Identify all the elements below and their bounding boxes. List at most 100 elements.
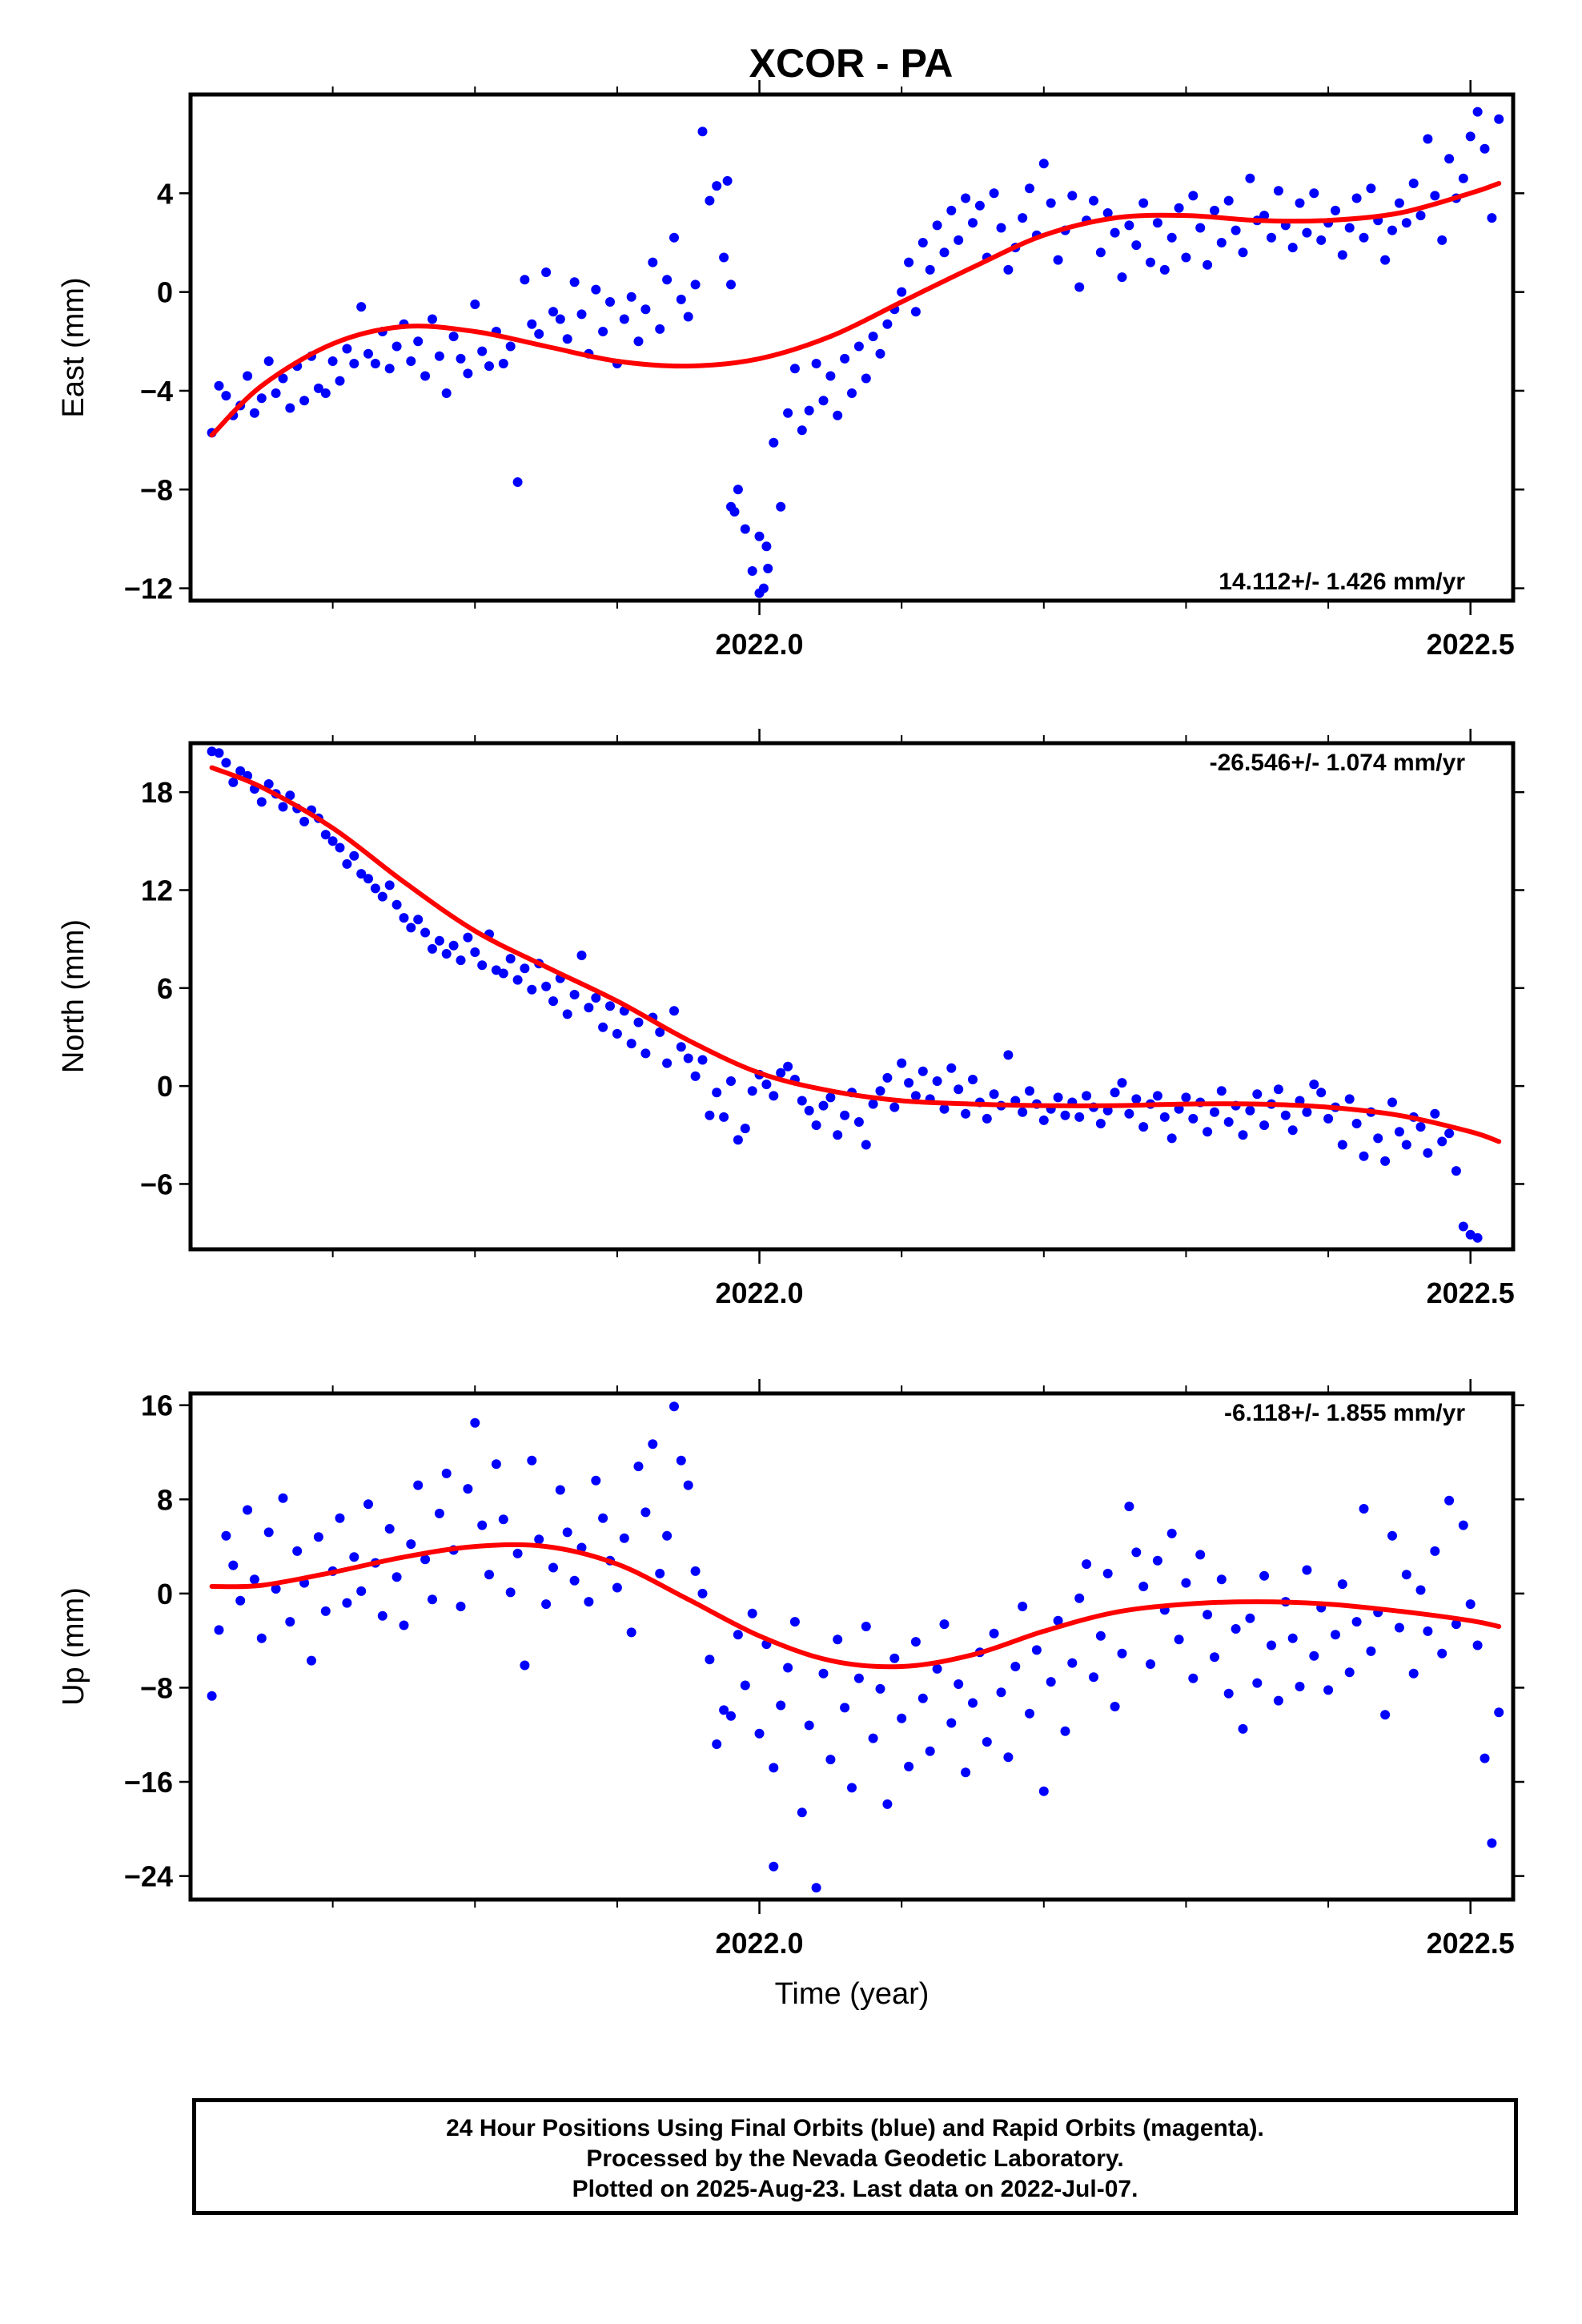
up-xlabel: Time (year) xyxy=(775,1977,930,2011)
north-data-point xyxy=(1302,1107,1312,1117)
north-data-point xyxy=(690,1071,701,1081)
up-data-point xyxy=(470,1417,480,1428)
north-data-point xyxy=(1074,1112,1085,1122)
east-data-point xyxy=(1366,183,1376,194)
north-data-point xyxy=(1018,1107,1028,1117)
up-data-point xyxy=(769,1861,779,1872)
up-data-point xyxy=(1003,1752,1014,1763)
north-data-point xyxy=(320,830,331,840)
up-data-point xyxy=(1181,1578,1191,1588)
up-data-point xyxy=(1046,1677,1056,1687)
east-data-point xyxy=(882,319,893,329)
north-data-point xyxy=(740,1124,750,1134)
east-data-point xyxy=(1074,282,1085,292)
north-data-point xyxy=(1188,1113,1199,1124)
east-data-point xyxy=(626,292,636,302)
up-data-point xyxy=(847,1783,857,1793)
north-data-point xyxy=(1159,1112,1170,1122)
up-data-point xyxy=(633,1462,644,1472)
north-data-point xyxy=(256,797,267,807)
north-data-point xyxy=(1273,1084,1283,1095)
up-data-point xyxy=(1195,1550,1206,1560)
east-data-point xyxy=(463,368,473,379)
north-data-point xyxy=(1351,1119,1362,1128)
north-data-point xyxy=(327,836,338,846)
north-data-point xyxy=(662,1058,673,1068)
up-data-point xyxy=(939,1619,950,1630)
north-data-point xyxy=(783,1061,793,1072)
north-data-point xyxy=(335,842,345,853)
north-fit-curve xyxy=(209,765,1502,1144)
north-data-point xyxy=(591,993,601,1003)
east-data-point xyxy=(1018,213,1028,223)
up-data-point xyxy=(228,1560,239,1570)
up-data-point xyxy=(456,1602,466,1611)
north-data-point xyxy=(719,1112,729,1122)
east-data-point xyxy=(1152,218,1162,228)
east-data-point xyxy=(847,388,857,398)
east-data-point xyxy=(789,364,800,374)
east-data-point xyxy=(833,410,843,420)
north-data-point xyxy=(1082,1091,1092,1101)
east-data-point xyxy=(256,393,267,404)
east-data-point xyxy=(214,380,224,391)
up-data-point xyxy=(804,1720,814,1731)
north-data-point xyxy=(477,960,488,971)
east-data-point xyxy=(1174,203,1184,213)
up-data-point xyxy=(1018,1602,1028,1611)
north-ytick-label: 18 xyxy=(141,776,173,809)
up-data-point xyxy=(1287,1633,1298,1643)
east-data-point xyxy=(591,284,601,295)
east-data-point xyxy=(1089,195,1098,206)
north-data-point xyxy=(1252,1089,1263,1100)
east-data-point xyxy=(763,563,773,573)
up-data-point xyxy=(754,1728,765,1739)
up-data-point xyxy=(342,1598,352,1608)
north-data-point xyxy=(520,963,530,974)
east-data-point xyxy=(1472,107,1483,117)
up-data-point xyxy=(1423,1626,1433,1636)
north-data-point xyxy=(576,951,587,960)
up-data-point xyxy=(669,1401,679,1412)
east-data-point xyxy=(484,361,494,372)
up-data-point xyxy=(705,1655,715,1665)
up-data-point xyxy=(1309,1651,1319,1661)
up-ytick-label: −16 xyxy=(124,1766,173,1799)
north-data-point xyxy=(349,850,359,861)
east-data-point xyxy=(729,507,740,517)
up-data-point xyxy=(1166,1528,1177,1538)
east-data-point xyxy=(534,329,544,339)
up-xtick-label: 2022.0 xyxy=(715,1927,803,1960)
north-data-point xyxy=(726,1076,736,1086)
up-data-point xyxy=(904,1761,914,1771)
north-data-point xyxy=(498,968,508,979)
up-data-point xyxy=(1223,1688,1234,1699)
up-data-point xyxy=(1067,1658,1078,1668)
east-data-point xyxy=(690,279,701,290)
up-data-point xyxy=(1366,1646,1376,1656)
east-data-point xyxy=(1331,205,1340,215)
east-data-point xyxy=(1273,186,1283,196)
up-data-point xyxy=(249,1574,259,1585)
up-data-point xyxy=(271,1584,281,1594)
east-data-point xyxy=(1316,235,1327,245)
east-data-point xyxy=(456,353,466,364)
north-data-point xyxy=(1038,1115,1049,1125)
east-data-point xyxy=(897,287,907,297)
up-data-point xyxy=(719,1705,729,1715)
up-data-point xyxy=(377,1610,387,1621)
east-data-point xyxy=(733,485,743,495)
east-data-point xyxy=(968,218,978,228)
up-data-point xyxy=(690,1566,701,1576)
up-data-point xyxy=(818,1668,829,1679)
east-data-point xyxy=(1195,223,1206,233)
east-data-point xyxy=(740,524,750,534)
east-data-point xyxy=(576,309,587,320)
up-data-point xyxy=(320,1606,331,1616)
north-data-point xyxy=(769,1091,779,1101)
north-data-point xyxy=(1138,1122,1149,1132)
east-data-point xyxy=(1003,264,1014,275)
north-data-point xyxy=(342,858,352,869)
east-data-point xyxy=(541,267,552,277)
